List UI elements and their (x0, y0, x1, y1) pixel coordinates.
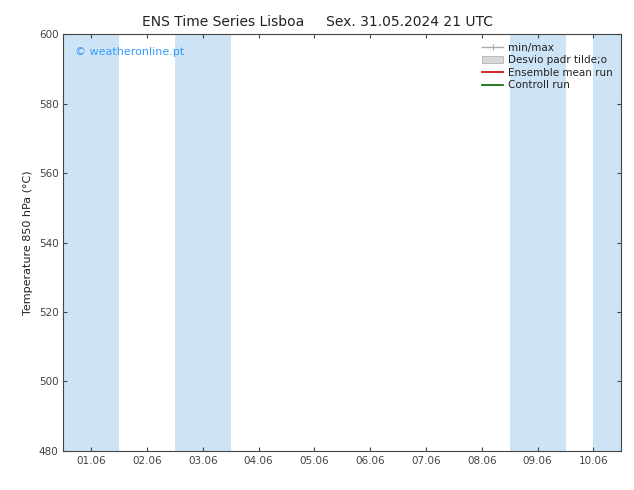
Bar (593, 34, 621, 451)
Text: © weatheronline.pt: © weatheronline.pt (75, 47, 184, 57)
Y-axis label: Temperature 850 hPa (°C): Temperature 850 hPa (°C) (23, 170, 33, 315)
Legend: min/max, Desvio padr tilde;o, Ensemble mean run, Controll run: min/max, Desvio padr tilde;o, Ensemble m… (479, 40, 616, 94)
Text: ENS Time Series Lisboa     Sex. 31.05.2024 21 UTC: ENS Time Series Lisboa Sex. 31.05.2024 2… (141, 15, 493, 29)
Bar (175, 34, 231, 451)
Bar (510, 34, 566, 451)
Bar (63, 34, 119, 451)
